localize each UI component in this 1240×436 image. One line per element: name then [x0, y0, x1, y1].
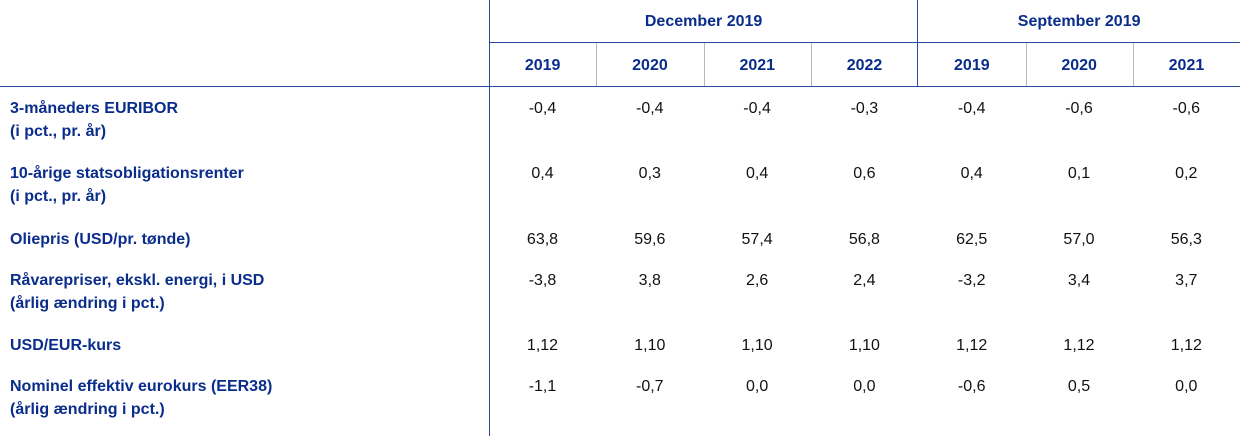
group-header: September 2019 [1017, 13, 1141, 30]
cell-value: -1,1 [528, 378, 557, 395]
column-divider [596, 43, 598, 86]
cell-value: -0,6 [957, 378, 986, 395]
column-divider [703, 43, 705, 86]
cell-value: 63,8 [526, 231, 559, 248]
cell-value: 2,6 [745, 272, 769, 289]
cell-value: 62,5 [956, 231, 988, 248]
cell-value: 56,3 [1170, 231, 1202, 248]
cell-value: 57,4 [741, 231, 773, 248]
cell-value: -0,4 [957, 100, 986, 117]
cell-value: 1,12 [1063, 337, 1095, 354]
row-label: 10-årige statsobligationsrenter [10, 165, 244, 182]
cell-value: -0,6 [1065, 100, 1093, 117]
cell-value: 0,4 [531, 165, 554, 182]
cell-value: 59,6 [634, 231, 666, 248]
cell-value: -0,3 [850, 100, 879, 117]
row-label: USD/EUR-kurs [10, 337, 122, 354]
row-label: Nominel effektiv eurokurs (EER38) [10, 378, 273, 395]
divider [489, 42, 1240, 43]
column-divider [1132, 43, 1134, 86]
cell-value: 1,10 [634, 337, 666, 354]
row-label: Oliepris (USD/pr. tønde) [10, 231, 191, 248]
cell-value: -0,4 [636, 100, 664, 117]
divider [0, 86, 1240, 87]
cell-value: 3,7 [1175, 272, 1198, 289]
row-label: 3-måneders EURIBOR [10, 100, 179, 117]
group-header: December 2019 [644, 13, 763, 30]
cell-value: 56,8 [848, 231, 880, 248]
cell-value: 0,4 [745, 165, 769, 182]
year-header: 2019 [524, 57, 561, 74]
cell-value: 0,0 [853, 378, 876, 395]
cell-value: 57,0 [1063, 231, 1095, 248]
cell-value: 0,2 [1175, 165, 1198, 182]
cell-value: 2,4 [853, 272, 876, 289]
cell-value: 0,5 [1067, 378, 1091, 395]
cell-value: 0,3 [638, 165, 661, 182]
year-header: 2021 [1168, 57, 1205, 74]
cell-value: -0,4 [743, 100, 771, 117]
divider [489, 0, 490, 436]
cell-value: -3,8 [528, 272, 557, 289]
row-label: Råvarepriser, ekskl. energi, i USD [10, 272, 265, 289]
cell-value: 1,10 [848, 337, 880, 354]
year-header: 2020 [632, 57, 668, 74]
cell-value: 0,6 [853, 165, 876, 182]
year-header: 2022 [846, 57, 883, 74]
cell-value: 0,0 [745, 378, 769, 395]
cell-value: -0,4 [528, 100, 557, 117]
cell-value: 0,4 [960, 165, 983, 182]
cell-value: 1,12 [526, 337, 559, 354]
divider [917, 0, 918, 86]
row-label: (i pct., pr. år) [10, 188, 107, 205]
row-label: (i pct., pr. år) [10, 123, 107, 140]
cell-value: 0,1 [1067, 165, 1091, 182]
column-divider [810, 43, 812, 86]
cell-value: 0,0 [1175, 378, 1198, 395]
column-divider [1025, 43, 1027, 86]
cell-value: 3,4 [1067, 272, 1091, 289]
cell-value: 1,12 [956, 337, 988, 354]
cell-value: -3,2 [957, 272, 986, 289]
year-header: 2021 [739, 57, 776, 74]
row-label: (årlig ændring i pct.) [10, 295, 165, 312]
cell-value: -0,6 [1172, 100, 1201, 117]
cell-value: -0,7 [636, 378, 664, 395]
cell-value: 3,8 [638, 272, 661, 289]
year-header: 2019 [954, 57, 990, 74]
year-header: 2020 [1061, 57, 1097, 74]
cell-value: 1,12 [1170, 337, 1202, 354]
cell-value: 1,10 [741, 337, 773, 354]
row-label: (årlig ændring i pct.) [10, 401, 165, 418]
